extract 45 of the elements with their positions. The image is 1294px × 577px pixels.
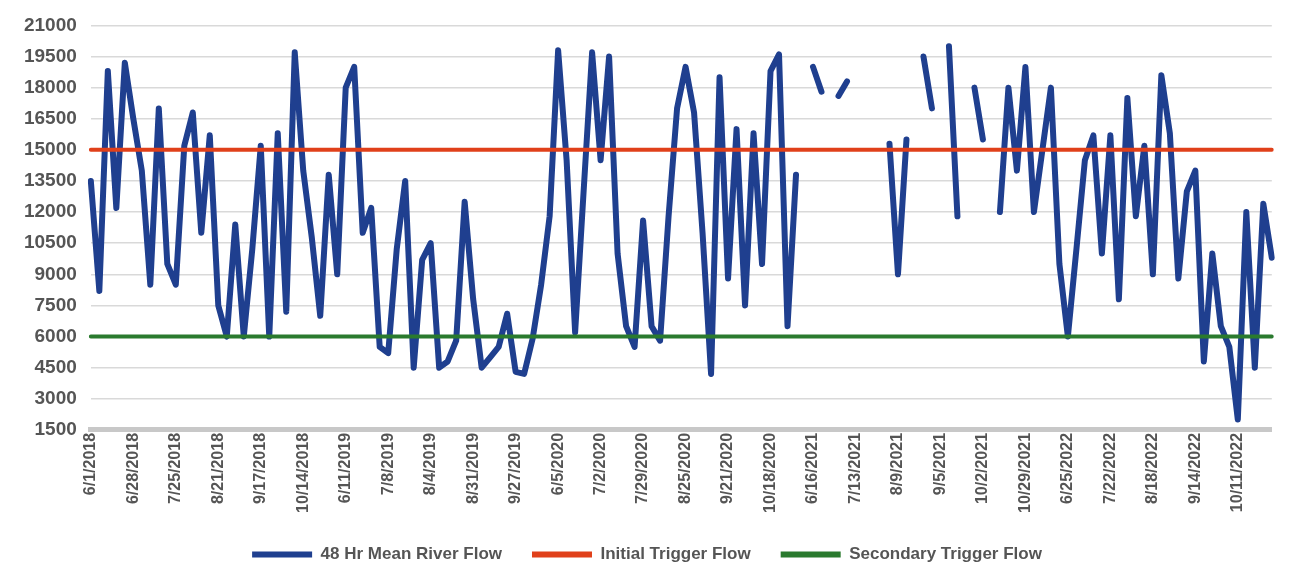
x-tick-label: 6/11/2019 xyxy=(336,432,354,504)
y-tick-label: 18000 xyxy=(23,75,77,97)
x-tick-label: 9/5/2021 xyxy=(930,432,948,496)
x-tick-label: 9/17/2018 xyxy=(251,432,269,505)
x-tick-label: 8/4/2019 xyxy=(421,432,439,496)
x-tick-label: 8/18/2022 xyxy=(1143,432,1161,505)
y-tick-label: 4500 xyxy=(34,355,77,377)
x-tick-label: 8/9/2021 xyxy=(888,432,906,496)
y-tick-label: 1500 xyxy=(34,418,77,440)
x-tick-label: 7/22/2022 xyxy=(1100,432,1118,505)
x-tick-label: 7/25/2018 xyxy=(166,432,184,505)
x-tick-label: 9/14/2022 xyxy=(1185,432,1203,505)
x-tick-label: 7/8/2019 xyxy=(378,432,396,496)
x-tick-label: 6/25/2022 xyxy=(1058,432,1076,505)
legend-label: Initial Trigger Flow xyxy=(600,544,752,564)
x-tick-label: 6/28/2018 xyxy=(123,432,141,505)
y-tick-label: 3000 xyxy=(34,387,77,409)
x-tick-label: 10/11/2022 xyxy=(1228,432,1246,513)
y-tick-label: 19500 xyxy=(23,44,77,66)
y-tick-label: 15000 xyxy=(23,138,77,160)
y-tick-label: 16500 xyxy=(23,106,77,128)
x-tick-label: 7/2/2020 xyxy=(591,432,609,496)
x-tick-label: 8/31/2019 xyxy=(463,432,481,505)
y-tick-label: 9000 xyxy=(34,262,77,284)
y-tick-label: 13500 xyxy=(23,169,77,191)
y-tick-label: 10500 xyxy=(23,231,77,253)
x-tick-label: 6/1/2018 xyxy=(81,432,99,496)
x-tick-label: 7/29/2020 xyxy=(633,432,651,505)
x-tick-label: 8/25/2020 xyxy=(675,432,693,505)
y-tick-label: 6000 xyxy=(34,324,77,346)
y-tick-label: 12000 xyxy=(23,200,77,222)
x-tick-label: 10/2/2021 xyxy=(973,432,991,505)
x-tick-label: 7/13/2021 xyxy=(845,432,863,505)
legend-label: 48 Hr Mean River Flow xyxy=(320,544,503,564)
x-tick-label: 10/29/2021 xyxy=(1015,432,1033,513)
x-tick-label: 9/21/2020 xyxy=(718,432,736,505)
x-tick-label: 6/5/2020 xyxy=(548,432,566,496)
y-tick-label: 21000 xyxy=(23,13,77,35)
legend-label: Secondary Trigger Flow xyxy=(849,544,1043,564)
x-tick-label: 9/27/2019 xyxy=(506,432,524,505)
x-tick-label: 10/18/2020 xyxy=(760,432,778,513)
x-tick-label: 10/14/2018 xyxy=(293,432,311,513)
y-tick-label: 7500 xyxy=(34,293,77,315)
x-tick-label: 8/21/2018 xyxy=(208,432,226,505)
x-tick-label: 6/16/2021 xyxy=(803,432,821,505)
